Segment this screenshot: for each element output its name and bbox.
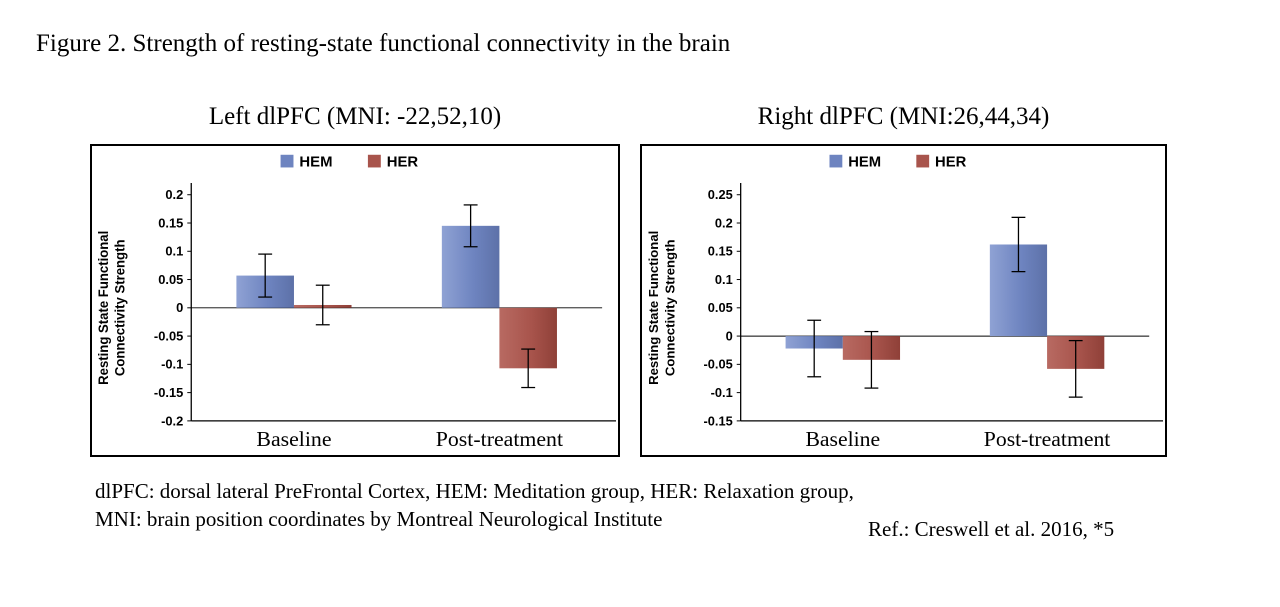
- y-tick-label: 0.1: [715, 272, 733, 287]
- bar-chart-left-dlpfc: HEM HER 0.2 0.15 0.1 0.05 0 -0.05 -0.1 -0.15 -0.2 B…: [96, 154, 617, 451]
- legend-label-HER: HER: [387, 155, 419, 171]
- footnote: dlPFC: dorsal lateral PreFrontal Cortex,…: [95, 477, 854, 533]
- y-tick-label: -0.1: [711, 385, 733, 400]
- y-axis-label: Connectivity Strength: [662, 239, 677, 376]
- error-bar: [864, 330, 879, 389]
- error-bar: [521, 348, 536, 389]
- y-tick-label: 0.05: [158, 272, 183, 287]
- y-tick-label: -0.2: [161, 413, 183, 428]
- y-tick-label: -0.05: [704, 357, 733, 372]
- x-category-label: Post-treatment: [984, 427, 1111, 451]
- y-tick-label: 0.1: [165, 244, 183, 259]
- error-bar: [807, 319, 822, 378]
- chart-panel-left: HEM HER 0.2 0.15 0.1 0.05 0 -0.05 -0.1 -0.15 -0.2 B…: [90, 144, 620, 457]
- legend-label-HEM: HEM: [848, 155, 881, 171]
- error-bar: [463, 204, 478, 248]
- y-tick-label: -0.1: [161, 357, 183, 372]
- reference-text: Ref.: Creswell et al. 2016, *5: [868, 517, 1115, 541]
- bar-chart-right-dlpfc: HEM HER 0.25 0.2 0.15 0.1 0.05 0 -0.05 -0.1 -0.15 B…: [646, 154, 1164, 451]
- legend-swatch-HEM: [829, 154, 843, 168]
- y-tick-label: 0.2: [715, 215, 733, 230]
- legend-label-HEM: HEM: [299, 155, 332, 171]
- legend-swatch-HER: [367, 154, 381, 168]
- error-bar: [315, 284, 330, 326]
- y-tick-label: 0: [176, 300, 183, 315]
- error-bar: [258, 253, 273, 298]
- x-category-label: Baseline: [256, 427, 331, 451]
- legend: HEM HER: [829, 154, 967, 171]
- legend: HEM HER: [280, 154, 419, 171]
- legend-swatch-HER: [916, 154, 930, 168]
- chart-title-left: Left dlPFC (MNI: -22,52,10): [208, 103, 502, 130]
- y-tick-label: -0.05: [154, 329, 183, 344]
- footnote-line1: dlPFC: dorsal lateral PreFrontal Cortex,…: [95, 479, 854, 503]
- error-bar: [1011, 216, 1026, 273]
- y-tick-label: 0: [726, 329, 733, 344]
- legend-label-HER: HER: [935, 155, 967, 171]
- y-tick-label: -0.15: [704, 413, 733, 428]
- y-tick-label: 0.2: [165, 187, 183, 202]
- chart-panel-right: HEM HER 0.25 0.2 0.15 0.1 0.05 0 -0.05 -0.1 -0.15 B…: [640, 144, 1167, 457]
- y-tick-label: 0.15: [708, 244, 733, 259]
- y-tick-label: 0.05: [708, 300, 733, 315]
- chart-block-right-dlpfc: Right dlPFC (MNI:26,44,34) HEM HER 0.25 0.2…: [640, 100, 1167, 457]
- y-axis-label: Resting State Functional: [646, 231, 661, 385]
- x-category-label: Baseline: [805, 427, 880, 451]
- error-bar: [1068, 339, 1083, 398]
- y-axis-label: Connectivity Strength: [113, 240, 128, 377]
- y-tick-label: 0.25: [708, 187, 733, 202]
- footnote-line2: MNI: brain position coordinates by Montr…: [95, 507, 663, 531]
- legend-swatch-HEM: [280, 154, 294, 168]
- chart-block-left-dlpfc: Left dlPFC (MNI: -22,52,10) HEM HER 0.2 0.1…: [90, 100, 620, 457]
- y-tick-label: -0.15: [154, 385, 183, 400]
- figure-title: Figure 2. Strength of resting-state func…: [36, 30, 731, 57]
- y-axis-label: Resting State Functional: [96, 231, 111, 385]
- chart-title-right: Right dlPFC (MNI:26,44,34): [757, 103, 1050, 130]
- y-tick-label: 0.15: [158, 216, 183, 231]
- x-category-label: Post-treatment: [436, 427, 563, 451]
